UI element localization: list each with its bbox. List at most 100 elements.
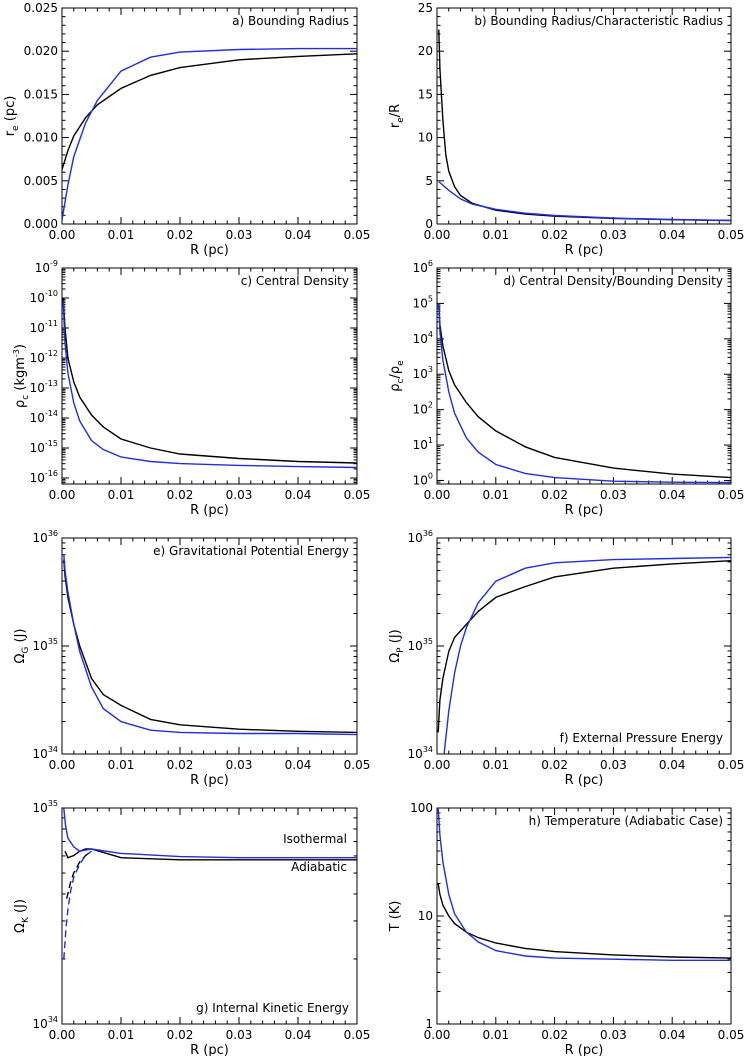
x-tick-label: 0.00: [49, 758, 76, 772]
y-label-unit: (kgm: [13, 357, 28, 395]
y-tick-exponent: -9: [50, 259, 58, 268]
y-tick-exponent: 4: [428, 330, 433, 339]
x-axis-label: R (pc): [190, 1043, 229, 1056]
y-tick-base: 10: [30, 411, 45, 425]
y-label-subscript: P: [396, 647, 406, 653]
x-tick-label: 0.05: [344, 228, 371, 242]
y-tick-exponent: 34: [423, 745, 433, 754]
y-tick-base: 10: [33, 747, 48, 761]
series-line-blue: [63, 554, 357, 736]
x-tick-label: 0.04: [659, 758, 686, 772]
panel-h: 0.00 0.01 0.02 0.03 0.04 0.05 R (pc) 1 10 100 T (K…: [388, 801, 744, 1056]
y-tick-exponent: -16: [45, 469, 58, 478]
x-tick-label: 0.01: [108, 228, 135, 242]
y-tick-base: 10: [30, 321, 45, 335]
x-tick-label: 0.02: [541, 228, 568, 242]
y-tick-base: 10: [413, 332, 428, 346]
y-tick-label: 0: [425, 217, 433, 231]
y-label-main: r: [3, 130, 18, 136]
y-tick-base: 10: [35, 261, 50, 275]
x-tick-label: 0.02: [167, 1028, 194, 1042]
y-tick-label: 105: [413, 294, 433, 310]
x-tick-label: 0.05: [718, 758, 745, 772]
y-tick-exponent: 36: [48, 529, 58, 538]
x-tick-label: 0.02: [167, 228, 194, 242]
y-tick-label: 5: [425, 174, 433, 188]
y-tick-label: 10-15: [30, 439, 58, 455]
y-tick-exponent: -11: [45, 319, 58, 328]
x-tick-label: 0.04: [285, 228, 312, 242]
y-tick-label: 20: [418, 44, 433, 58]
annotation-adiabatic: Adiabatic: [291, 860, 347, 874]
panel-title: h) Temperature (Adiabatic Case): [529, 814, 723, 828]
y-label-unit: (pc): [3, 96, 18, 126]
y-axis-label: ΩK (J): [13, 899, 31, 933]
y-tick-label: 100: [413, 471, 433, 487]
x-tick-label: 0.00: [49, 1028, 76, 1042]
x-tick-label: 0.04: [285, 488, 312, 502]
x-tick-label: 0.03: [600, 758, 627, 772]
y-tick-exponent: 35: [423, 637, 433, 646]
x-axis-label: R (pc): [565, 243, 604, 258]
y-tick-base: 10: [408, 747, 423, 761]
panel-title: a) Bounding Radius: [232, 14, 349, 28]
y-tick-label: 1034: [33, 1015, 58, 1031]
y-tick-base: 10: [30, 291, 45, 305]
plot-frame: [61, 807, 358, 1025]
x-tick-label: 0.04: [285, 1028, 312, 1042]
series-line-blue: [443, 556, 731, 754]
x-tick-label: 0.01: [482, 758, 509, 772]
series-group: [63, 554, 357, 736]
x-tick-label: 0.02: [167, 488, 194, 502]
y-tick-base: 10: [30, 441, 45, 455]
y-label-main: T: [388, 923, 403, 932]
y-axis-label: ΩP (J): [388, 629, 406, 663]
y-label-main: ρ: [13, 400, 28, 408]
x-tick-label: 0.05: [344, 488, 371, 502]
x-tick-label: 0.03: [600, 488, 627, 502]
y-tick-exponent: -15: [45, 439, 58, 448]
y-tick-exponent: 34: [48, 1015, 58, 1024]
x-axis-label: R (pc): [190, 243, 229, 258]
y-tick-label: 1034: [33, 745, 58, 761]
y-label-unit-superscript: -3: [12, 349, 21, 357]
y-axis-label: ΩG (J): [13, 628, 31, 663]
y-axis-label: ρc/ρe: [388, 360, 406, 392]
y-tick-base: 10: [413, 473, 428, 487]
x-tick-label: 0.00: [49, 228, 76, 242]
y-label-unit: (J): [388, 629, 403, 647]
x-tick-label: 0.01: [108, 488, 135, 502]
y-tick-exponent: 1: [428, 436, 433, 445]
y-tick-label: 0.000: [24, 217, 58, 231]
y-tick-label: 1036: [408, 529, 433, 545]
panel-b: 0.00 0.01 0.02 0.03 0.04 0.05 R (pc) 0 5 10 15 20 25…: [388, 1, 744, 258]
x-axis-label: R (pc): [190, 503, 229, 518]
x-tick-label: 0.05: [718, 228, 745, 242]
series-group: [437, 556, 731, 754]
series-line-black: [437, 883, 731, 959]
y-tick-exponent: 36: [423, 529, 433, 538]
y-tick-label: 1034: [408, 745, 433, 761]
panel-title: b) Bounding Radius/Characteristic Radius: [474, 14, 723, 28]
x-tick-label: 0.05: [344, 1028, 371, 1042]
plot-frame: [61, 267, 358, 485]
plot-frame: [61, 537, 358, 755]
y-tick-label: 103: [413, 365, 433, 381]
panel-title: d) Central Density/Bounding Density: [503, 274, 723, 288]
y-tick-label: 10: [418, 131, 433, 145]
y-tick-label: 25: [418, 1, 433, 15]
series-group: [62, 47, 357, 220]
series-line-black: [62, 53, 357, 170]
x-tick-label: 0.05: [718, 1028, 745, 1042]
y-tick-base: 10: [413, 367, 428, 381]
y-tick-label: 1036: [33, 529, 58, 545]
x-axis-label: R (pc): [565, 1043, 604, 1056]
y-axis-label: ρc (kgm-3): [12, 344, 31, 408]
x-tick-label: 0.01: [482, 228, 509, 242]
y-tick-label: 106: [413, 259, 433, 275]
series-line-blue-dashed: [63, 850, 92, 960]
panel-d: 0.00 0.01 0.02 0.03 0.04 0.05R (pc)1001011021…: [388, 259, 744, 518]
y-tick-exponent: 35: [48, 799, 58, 808]
y-tick-label: 0.005: [24, 174, 58, 188]
plot-frame: [61, 7, 358, 225]
